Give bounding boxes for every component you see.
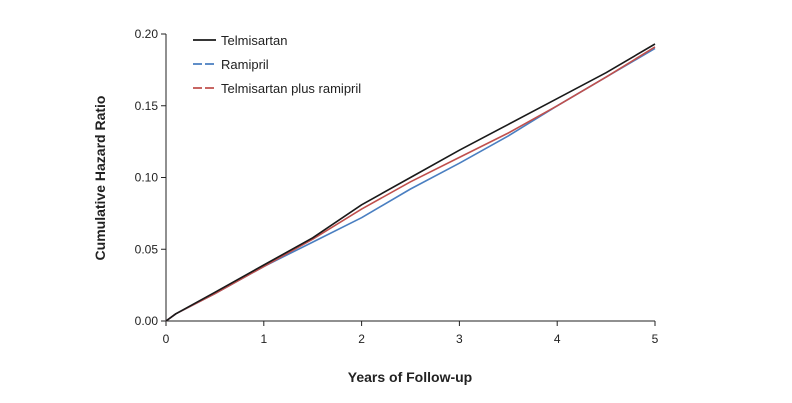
y-axis-title: Cumulative Hazard Ratio	[92, 96, 108, 261]
y-tick-label: 0.10	[135, 171, 159, 185]
series-line-telmisartan-plus-ramipril	[165, 46, 656, 322]
x-tick-label: 4	[554, 332, 561, 346]
legend-label-ramipril: Ramipril	[221, 57, 269, 72]
y-tick-label: 0.05	[135, 242, 159, 256]
legend-item-telmisartan-plus-ramipril: Telmisartan plus ramipril	[193, 81, 361, 96]
x-axis-title: Years of Follow-up	[348, 369, 472, 385]
series-line-telmisartan	[165, 43, 656, 322]
x-tick-label: 0	[163, 332, 170, 346]
x-tick-label: 5	[652, 332, 659, 346]
x-tick-label: 1	[260, 332, 267, 346]
x-ticks: 0 1 2 3 4 5	[163, 321, 659, 346]
y-ticks: 0.00 0.05 0.10 0.15 0.20	[135, 27, 166, 328]
x-tick-label: 3	[456, 332, 463, 346]
legend-item-ramipril: Ramipril	[193, 57, 269, 72]
x-tick-label: 2	[358, 332, 365, 346]
y-tick-label: 0.20	[135, 27, 159, 41]
series-lines	[165, 43, 656, 322]
y-tick-label: 0.15	[135, 99, 159, 113]
legend: Telmisartan Ramipril Telmisartan plus ra…	[193, 33, 361, 96]
plot-area: 0.00 0.05 0.10 0.15 0.20 0 1 2 3 4 5	[135, 27, 659, 346]
legend-label-telmisartan: Telmisartan	[221, 33, 287, 48]
y-tick-label: 0.00	[135, 314, 159, 328]
legend-item-telmisartan: Telmisartan	[193, 33, 287, 48]
legend-label-telmisartan-plus-ramipril: Telmisartan plus ramipril	[221, 81, 361, 96]
